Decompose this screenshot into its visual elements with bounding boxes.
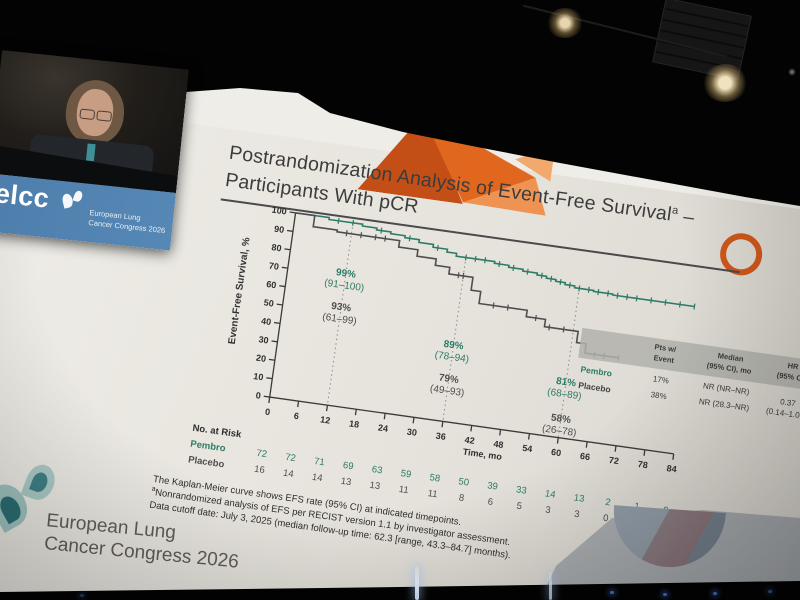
risk-count: 71 xyxy=(313,455,326,469)
row-label-placebo: Placebo xyxy=(577,379,612,395)
svg-text:48: 48 xyxy=(493,439,504,450)
svg-text:84: 84 xyxy=(666,463,677,474)
svg-text:30: 30 xyxy=(406,427,417,438)
svg-text:36: 36 xyxy=(435,431,446,442)
congress-name: European Lung Cancer Congress 2026 xyxy=(43,510,240,573)
svg-text:50: 50 xyxy=(263,297,274,308)
risk-count: 39 xyxy=(486,480,499,493)
risk-count: 13 xyxy=(340,475,353,489)
svg-text:42: 42 xyxy=(464,435,475,446)
presenter-glasses xyxy=(79,108,96,121)
svg-text:66: 66 xyxy=(579,451,590,462)
blue-light-dot xyxy=(80,594,84,597)
congress-name-small: European Lung Cancer Congress 2026 xyxy=(88,208,166,235)
blue-light-dot xyxy=(713,592,717,595)
risk-count: 14 xyxy=(282,467,295,481)
pembro-pts-event: 17% xyxy=(652,374,670,386)
dotted-timepoint-line xyxy=(442,257,467,422)
svg-text:40: 40 xyxy=(261,316,272,327)
risk-count: 63 xyxy=(371,464,384,477)
risk-count: 11 xyxy=(398,483,410,497)
blue-light-dot xyxy=(610,591,614,594)
stage-light xyxy=(702,64,748,102)
risk-count: 11 xyxy=(426,488,439,501)
light-streak xyxy=(549,572,552,600)
stage-light xyxy=(546,8,584,38)
presentation-slide: Postrandomization Analysis of Event-Free… xyxy=(0,28,800,600)
row-label-pembro: Pembro xyxy=(579,364,613,379)
placebo-median: NR (28.3–NR) xyxy=(698,396,750,413)
km-curve-placebo xyxy=(295,212,619,359)
video-feed xyxy=(0,50,189,197)
risk-count: 6 xyxy=(486,496,494,509)
svg-text:70: 70 xyxy=(268,261,279,272)
risk-count: 13 xyxy=(368,479,381,493)
presenter-glasses xyxy=(96,110,113,122)
risk-count: 59 xyxy=(399,468,412,481)
censor-marks-pembro xyxy=(337,217,696,310)
risk-count: 3 xyxy=(573,508,581,521)
risk-count: 33 xyxy=(515,484,528,497)
svg-text:30: 30 xyxy=(258,334,269,345)
risk-count: 14 xyxy=(311,471,324,485)
svg-text:10: 10 xyxy=(253,371,264,382)
risk-count: 58 xyxy=(428,472,441,485)
svg-text:0: 0 xyxy=(264,407,270,418)
dotted-timepoint-line xyxy=(326,222,354,406)
risk-row-label-pembro: Pembro xyxy=(189,438,227,455)
svg-text:60: 60 xyxy=(551,447,562,458)
svg-text:54: 54 xyxy=(522,443,533,454)
pembro-median: NR (NR–NR) xyxy=(702,381,750,397)
tick-labels: 0 10 20 30 40 50 60 70 80 90 100 0 6 12 18 24 30 36 42 48 54… xyxy=(253,205,678,475)
risk-count: 5 xyxy=(515,500,523,513)
risk-count: 50 xyxy=(457,476,470,489)
svg-text:24: 24 xyxy=(377,422,388,433)
axes xyxy=(263,211,675,460)
hazard-ratio-value: 0.37 (0.14–1.00) xyxy=(765,397,800,421)
risk-count: 13 xyxy=(573,492,586,505)
risk-row-label-placebo: Placebo xyxy=(187,454,226,471)
svg-text:60: 60 xyxy=(266,279,277,290)
svg-text:78: 78 xyxy=(637,459,648,470)
risk-count: 69 xyxy=(342,459,355,473)
svg-text:18: 18 xyxy=(349,418,360,429)
svg-text:72: 72 xyxy=(608,455,619,466)
svg-text:20: 20 xyxy=(255,353,266,364)
elcc-logo-petal-icon xyxy=(72,189,84,203)
blue-light-dot xyxy=(663,593,667,596)
presenter-video: elcc European Lung Cancer Congress 2026 xyxy=(0,50,189,251)
km-chart: 0 10 20 30 40 50 60 70 80 90 100 0 6 12 18 24 30 36 42 48 54… xyxy=(253,205,696,475)
risk-count: 16 xyxy=(253,463,266,477)
risk-count: 14 xyxy=(544,488,557,501)
light-streak xyxy=(415,566,419,600)
risk-count: 3 xyxy=(544,504,552,517)
stage-light xyxy=(788,68,796,76)
risk-count: 72 xyxy=(284,451,297,465)
risk-count: 72 xyxy=(255,447,268,461)
elcc-logo-text: elcc xyxy=(0,178,51,214)
svg-text:6: 6 xyxy=(293,411,299,422)
svg-text:90: 90 xyxy=(273,224,284,235)
title-superscript: a xyxy=(671,204,680,218)
svg-text:0: 0 xyxy=(255,390,261,401)
risk-count: 8 xyxy=(458,492,465,505)
placebo-pts-event: 38% xyxy=(650,390,668,402)
elcc-logo-petal-icon xyxy=(61,192,75,209)
svg-text:80: 80 xyxy=(271,242,282,253)
svg-text:100: 100 xyxy=(271,205,287,217)
svg-text:12: 12 xyxy=(320,414,331,425)
blue-light-dot xyxy=(768,590,772,593)
